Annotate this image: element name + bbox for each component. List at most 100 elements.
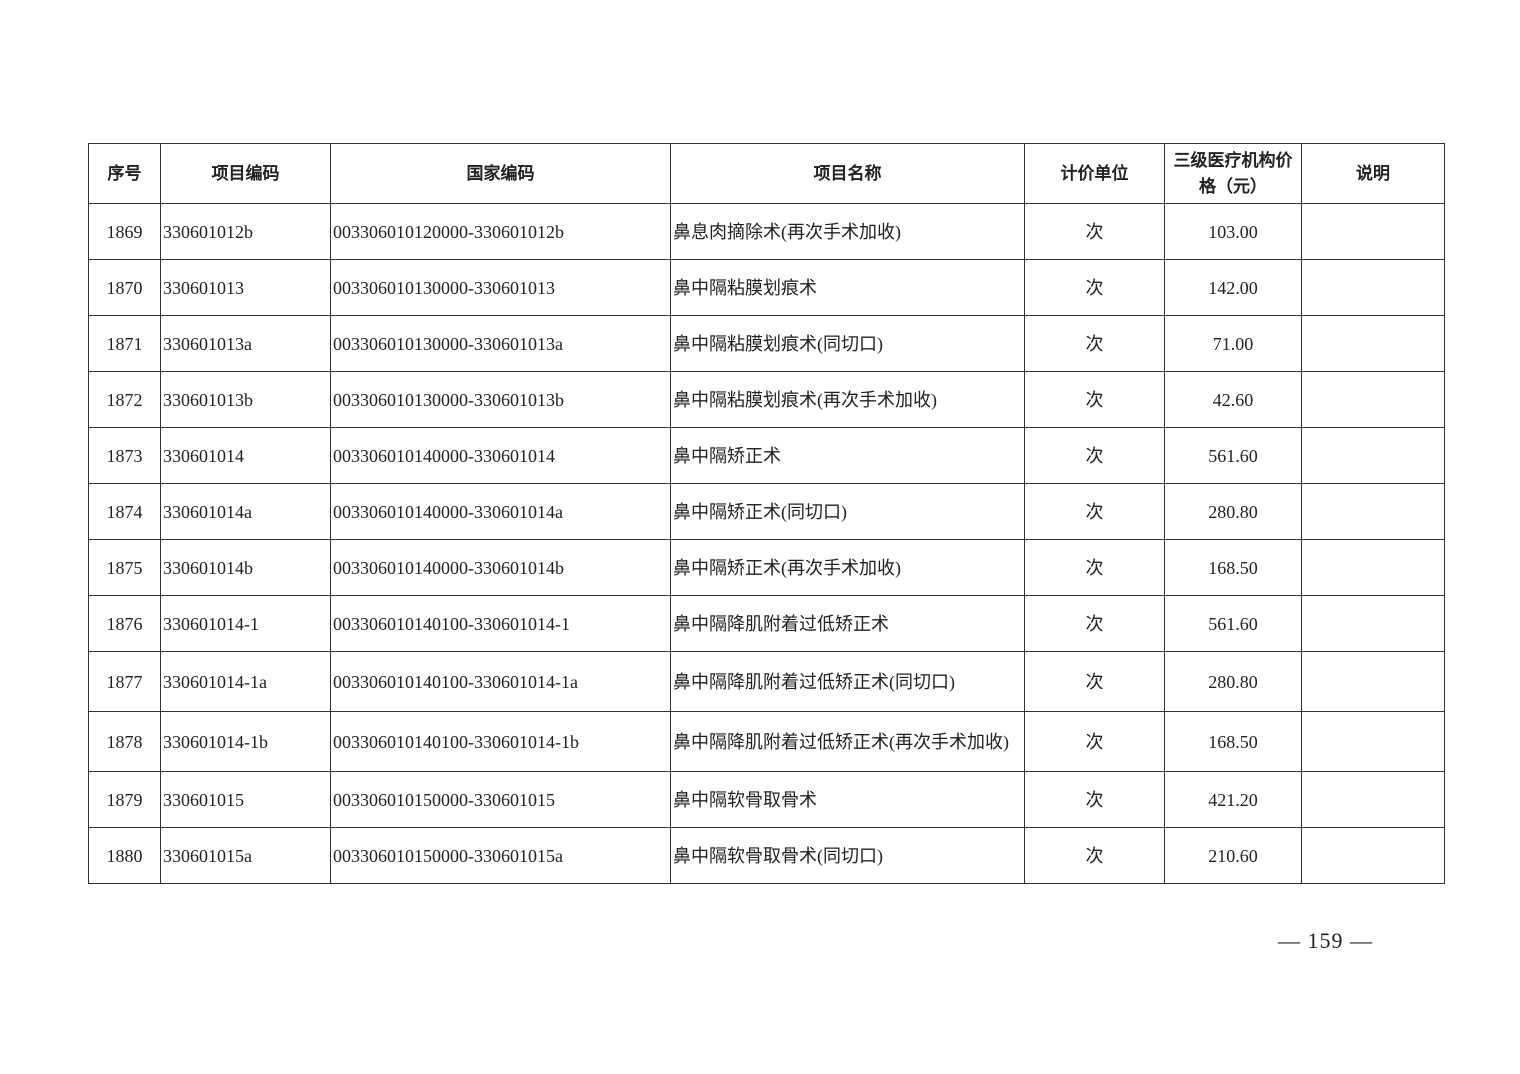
cell-note xyxy=(1301,771,1445,828)
cell-price: 142.00 xyxy=(1164,259,1302,316)
cell-item-code: 330601014 xyxy=(160,427,331,484)
cell-price: 168.50 xyxy=(1164,539,1302,596)
table-row: 1878 330601014-1b 003306010140100-33060101… xyxy=(88,711,1445,772)
cell-item-code: 330601012b xyxy=(160,203,331,260)
cell-national-code: 003306010150000-330601015 xyxy=(330,771,671,828)
cell-note xyxy=(1301,203,1445,260)
cell-item-name: 鼻中隔矫正术(同切口) xyxy=(670,483,1025,540)
cell-national-code: 003306010130000-330601013a xyxy=(330,315,671,372)
cell-index: 1876 xyxy=(88,595,161,652)
cell-item-name: 鼻中隔粘膜划痕术(同切口) xyxy=(670,315,1025,372)
cell-price: 103.00 xyxy=(1164,203,1302,260)
table-row: 1871 330601013a 003306010130000-330601013a… xyxy=(88,315,1445,372)
cell-price: 42.60 xyxy=(1164,371,1302,428)
cell-index: 1878 xyxy=(88,711,161,772)
cell-item-code: 330601015 xyxy=(160,771,331,828)
cell-index: 1879 xyxy=(88,771,161,828)
cell-unit: 次 xyxy=(1024,371,1165,428)
table-row: 1879 330601015 003306010150000-330601015 鼻中… xyxy=(88,771,1445,828)
table-row: 1873 330601014 003306010140000-330601014 鼻中… xyxy=(88,427,1445,484)
cell-index: 1875 xyxy=(88,539,161,596)
cell-index: 1877 xyxy=(88,651,161,712)
table-row: 1869 330601012b 003306010120000-330601012b… xyxy=(88,203,1445,260)
cell-index: 1874 xyxy=(88,483,161,540)
cell-unit: 次 xyxy=(1024,539,1165,596)
cell-unit: 次 xyxy=(1024,651,1165,712)
cell-item-code: 330601014-1 xyxy=(160,595,331,652)
cell-note xyxy=(1301,711,1445,772)
col-header-note: 说明 xyxy=(1301,143,1445,204)
cell-index: 1870 xyxy=(88,259,161,316)
cell-national-code: 003306010140100-330601014-1b xyxy=(330,711,671,772)
cell-price: 421.20 xyxy=(1164,771,1302,828)
cell-item-name: 鼻中隔降肌附着过低矫正术(同切口) xyxy=(670,651,1025,712)
cell-unit: 次 xyxy=(1024,203,1165,260)
cell-national-code: 003306010140100-330601014-1a xyxy=(330,651,671,712)
cell-item-name: 鼻息肉摘除术(再次手术加收) xyxy=(670,203,1025,260)
cell-item-code: 330601013 xyxy=(160,259,331,316)
cell-note xyxy=(1301,371,1445,428)
cell-item-name: 鼻中隔矫正术(再次手术加收) xyxy=(670,539,1025,596)
table-row: 1870 330601013 003306010130000-330601013 鼻中… xyxy=(88,259,1445,316)
cell-index: 1872 xyxy=(88,371,161,428)
table-row: 1874 330601014a 003306010140000-330601014a… xyxy=(88,483,1445,540)
cell-price: 561.60 xyxy=(1164,595,1302,652)
cell-item-name: 鼻中隔软骨取骨术 xyxy=(670,771,1025,828)
cell-national-code: 003306010140000-330601014b xyxy=(330,539,671,596)
cell-note xyxy=(1301,259,1445,316)
cell-item-code: 330601014b xyxy=(160,539,331,596)
cell-note xyxy=(1301,827,1445,884)
cell-unit: 次 xyxy=(1024,595,1165,652)
cell-item-code: 330601013a xyxy=(160,315,331,372)
table-row: 1880 330601015a 003306010150000-330601015a… xyxy=(88,827,1445,884)
col-header-unit: 计价单位 xyxy=(1024,143,1165,204)
cell-note xyxy=(1301,483,1445,540)
cell-unit: 次 xyxy=(1024,711,1165,772)
table-row: 1877 330601014-1a 003306010140100-33060101… xyxy=(88,651,1445,712)
col-header-item-code: 项目编码 xyxy=(160,143,331,204)
table-header-row: 序号 项目编码 国家编码 项目名称 计价单位 三级医疗机构价格（元） 说明 xyxy=(88,143,1445,204)
col-header-price: 三级医疗机构价格（元） xyxy=(1164,143,1302,204)
cell-national-code: 003306010130000-330601013b xyxy=(330,371,671,428)
cell-item-name: 鼻中隔粘膜划痕术(再次手术加收) xyxy=(670,371,1025,428)
cell-national-code: 003306010140000-330601014 xyxy=(330,427,671,484)
cell-national-code: 003306010140000-330601014a xyxy=(330,483,671,540)
cell-unit: 次 xyxy=(1024,827,1165,884)
cell-unit: 次 xyxy=(1024,427,1165,484)
cell-item-code: 330601014-1a xyxy=(160,651,331,712)
price-table: 序号 项目编码 国家编码 项目名称 计价单位 三级医疗机构价格（元） 说明 1869 3306… xyxy=(88,143,1445,884)
cell-unit: 次 xyxy=(1024,771,1165,828)
table-row: 1872 330601013b 003306010130000-330601013b… xyxy=(88,371,1445,428)
cell-national-code: 003306010130000-330601013 xyxy=(330,259,671,316)
cell-item-code: 330601014-1b xyxy=(160,711,331,772)
cell-item-name: 鼻中隔降肌附着过低矫正术 xyxy=(670,595,1025,652)
cell-index: 1869 xyxy=(88,203,161,260)
cell-unit: 次 xyxy=(1024,315,1165,372)
cell-price: 280.80 xyxy=(1164,483,1302,540)
cell-index: 1871 xyxy=(88,315,161,372)
table-row: 1876 330601014-1 003306010140100-330601014… xyxy=(88,595,1445,652)
cell-index: 1880 xyxy=(88,827,161,884)
cell-note xyxy=(1301,595,1445,652)
cell-item-name: 鼻中隔软骨取骨术(同切口) xyxy=(670,827,1025,884)
cell-national-code: 003306010150000-330601015a xyxy=(330,827,671,884)
cell-item-name: 鼻中隔矫正术 xyxy=(670,427,1025,484)
cell-item-code: 330601014a xyxy=(160,483,331,540)
cell-unit: 次 xyxy=(1024,259,1165,316)
col-header-item-name: 项目名称 xyxy=(670,143,1025,204)
cell-note xyxy=(1301,651,1445,712)
cell-price: 71.00 xyxy=(1164,315,1302,372)
cell-note xyxy=(1301,315,1445,372)
cell-item-code: 330601013b xyxy=(160,371,331,428)
cell-national-code: 003306010120000-330601012b xyxy=(330,203,671,260)
col-header-national-code: 国家编码 xyxy=(330,143,671,204)
cell-unit: 次 xyxy=(1024,483,1165,540)
cell-note xyxy=(1301,427,1445,484)
cell-index: 1873 xyxy=(88,427,161,484)
cell-national-code: 003306010140100-330601014-1 xyxy=(330,595,671,652)
cell-price: 168.50 xyxy=(1164,711,1302,772)
cell-price: 280.80 xyxy=(1164,651,1302,712)
cell-item-name: 鼻中隔降肌附着过低矫正术(再次手术加收) xyxy=(670,711,1025,772)
col-header-index: 序号 xyxy=(88,143,161,204)
cell-price: 561.60 xyxy=(1164,427,1302,484)
